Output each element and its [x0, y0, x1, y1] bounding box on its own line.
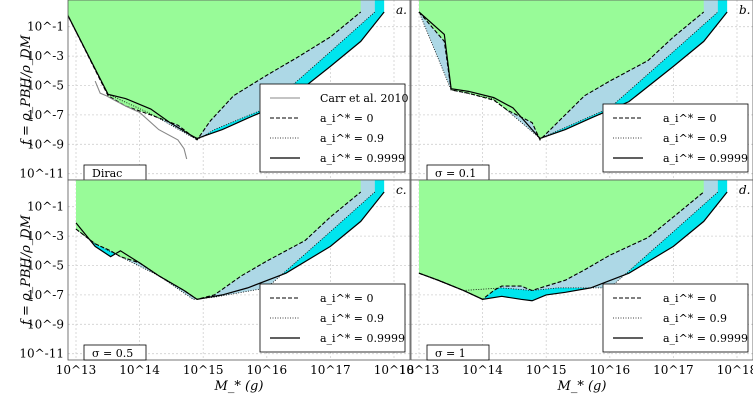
series-line-3 [94, 80, 188, 160]
series-line-2 [75, 191, 385, 300]
legend-entry: a_i^* = 0.9 [663, 132, 727, 145]
legend-entry: a_i^* = 0 [320, 112, 374, 125]
legend-entry: a_i^* = 0.9999 [663, 152, 748, 165]
legend: a_i^* = 0 a_i^* = 0.9 a_i^* = 0.9999 [602, 283, 749, 353]
plot-area [75, 180, 385, 300]
x-tick-label: 10^14 [462, 363, 503, 377]
y-tick-label: 10^-9 [27, 317, 64, 331]
panel-letter: d. [739, 183, 751, 197]
panel-tag: σ = 0.5 [92, 347, 133, 360]
legend-entry: a_i^* = 0 [320, 292, 374, 305]
series-line-2 [418, 11, 728, 140]
x-axis-label: M_* (g) [557, 379, 607, 394]
y-tick-label: 10^-1 [27, 20, 64, 34]
series-line-1 [418, 191, 719, 291]
legend: a_i^* = 0 a_i^* = 0.9 a_i^* = 0.9999 [602, 103, 749, 173]
series-line-1 [75, 191, 376, 300]
series-line-1 [418, 11, 719, 139]
x-tick-label: 10^17 [310, 363, 351, 377]
x-tick-label: 10^16 [247, 363, 288, 377]
area-fill-spin-0 [419, 180, 704, 300]
plot-area [418, 180, 728, 302]
panel-tag-box [83, 344, 147, 361]
x-tick-label: 10^15 [183, 363, 224, 377]
legend-entry: Carr et al. 2010 [320, 92, 408, 105]
legend-box [259, 283, 406, 353]
y-tick-label: 10^-5 [27, 79, 64, 93]
legend-box [602, 283, 749, 353]
plot-area [418, 0, 728, 141]
area-fill-spin-0 [419, 0, 704, 140]
panel-letter: a. [396, 3, 407, 17]
panel-frame [67, 179, 411, 361]
y-tick-label: 10^-7 [27, 108, 64, 122]
legend-entry: a_i^* = 0.9 [320, 132, 384, 145]
legend-entry: a_i^* = 0 [663, 112, 717, 125]
y-tick-label: 10^-3 [27, 49, 64, 63]
y-tick-label: 10^-5 [27, 259, 64, 273]
panel-tag: σ = 0.1 [435, 167, 476, 180]
panel-letter: b. [739, 3, 751, 17]
legend-box [259, 83, 406, 173]
series-line-1 [68, 11, 376, 141]
panel-letter: c. [396, 183, 407, 197]
series-line-0 [418, 11, 705, 141]
y-axis-label: f = ρ_PBH/ρ_DM [19, 214, 34, 326]
x-tick-label: 10^13 [399, 363, 440, 377]
plot-area [68, 0, 385, 160]
x-tick-label: 10^16 [590, 363, 631, 377]
panel-frame [410, 179, 753, 361]
legend: a_i^* = 0 a_i^* = 0.9 a_i^* = 0.9999 [259, 283, 406, 353]
series-line-2 [418, 191, 728, 302]
y-tick-label: 10^-1 [27, 200, 64, 214]
legend-entry: a_i^* = 0.9999 [663, 332, 748, 345]
series-line-0 [68, 11, 362, 141]
legend-entry: a_i^* = 0.9999 [320, 332, 405, 345]
y-tick-label: 10^-7 [27, 288, 64, 302]
panel-b: b. σ = 0.1 a_i^* = 0 a_i^* = 0.9 a_i^* = 0.9… [410, 0, 753, 181]
series-line-2 [68, 11, 385, 140]
legend-entry: a_i^* = 0.9 [663, 312, 727, 325]
x-tick-label: 10^17 [653, 363, 694, 377]
y-tick-label: 10^-3 [27, 229, 64, 243]
panel-a: a. Dirac Carr et al. 2010 a_i^* = 0 a_i^* = … [19, 0, 411, 181]
legend-entry: a_i^* = 0 [663, 292, 717, 305]
legend-box [602, 103, 749, 173]
x-tick-label: 10^18 [717, 363, 753, 377]
y-axis-label: f = ρ_PBH/ρ_DM [19, 34, 34, 146]
legend-entry: a_i^* = 0.9999 [320, 152, 405, 165]
x-tick-label: 10^15 [526, 363, 567, 377]
area-fill-spin-0 [76, 180, 361, 300]
x-tick-label: 10^14 [119, 363, 160, 377]
y-tick-label: 10^-11 [19, 167, 64, 181]
x-axis-label: M_* (g) [214, 379, 264, 394]
y-tick-label: 10^-11 [19, 347, 64, 361]
y-tick-label: 10^-9 [27, 137, 64, 151]
panel-tag: σ = 1 [435, 347, 466, 360]
panel-d: d. σ = 1 a_i^* = 0 a_i^* = 0.9 a_i^* = 0.999… [399, 179, 753, 377]
x-tick-label: 10^13 [56, 363, 97, 377]
panel-c: c. σ = 0.5 a_i^* = 0 a_i^* = 0.9 a_i^* = 0.9… [19, 179, 415, 377]
panel-tag-box [426, 344, 490, 361]
legend: Carr et al. 2010 a_i^* = 0 a_i^* = 0.9 a_i^… [259, 83, 408, 173]
x-tick-label: 10^18 [374, 363, 415, 377]
panel-tag: Dirac [92, 167, 122, 180]
legend-entry: a_i^* = 0.9 [320, 312, 384, 325]
